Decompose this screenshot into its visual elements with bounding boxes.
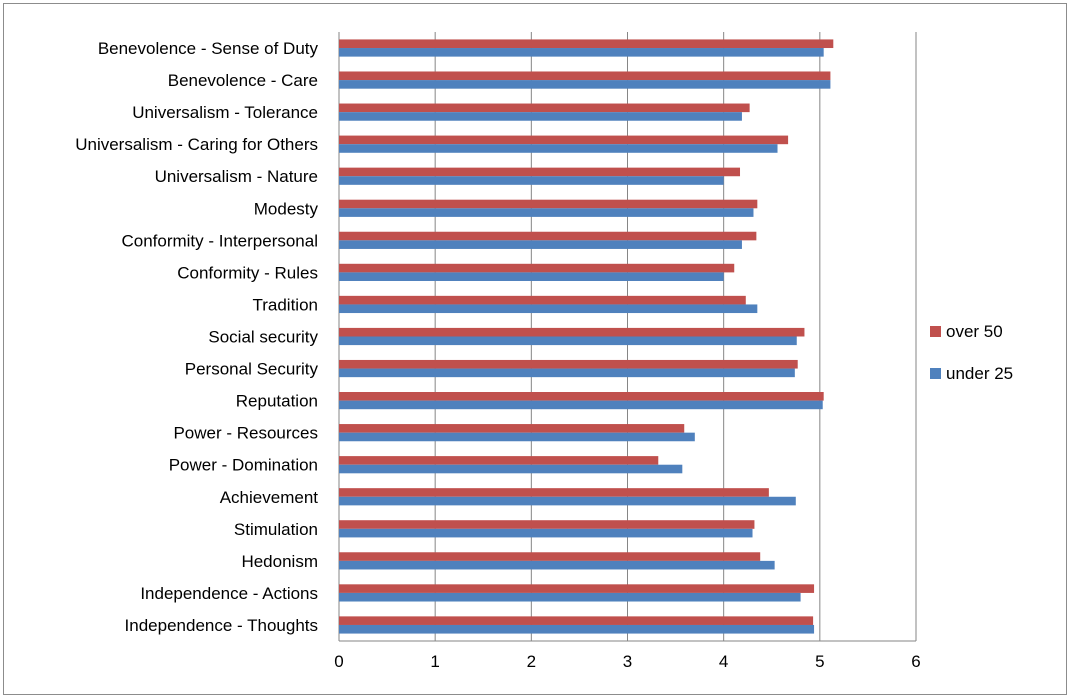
- category-label: Benevolence - Sense of Duty: [98, 39, 319, 58]
- category-label: Power - Domination: [169, 456, 318, 475]
- bar-under-25: [339, 144, 778, 153]
- category-label: Universalism - Caring for Others: [75, 135, 318, 154]
- legend-swatch: [930, 326, 941, 337]
- bar-over-50: [339, 392, 824, 401]
- legend: over 50 under 25: [930, 322, 1013, 383]
- x-axis-tick-labels: 0 1 2 3 4 5 6: [334, 652, 920, 671]
- bar-over-50: [339, 584, 815, 593]
- bar-under-25: [339, 208, 754, 217]
- bar-under-25: [339, 272, 724, 281]
- bar-over-50: [339, 199, 758, 209]
- bar-under-25: [339, 464, 683, 474]
- bar-over-50: [339, 616, 814, 625]
- legend-swatch: [930, 368, 941, 379]
- bar-over-50: [339, 135, 789, 145]
- bar-under-25: [339, 592, 801, 602]
- bar-under-25: [339, 48, 824, 57]
- category-label: Tradition: [252, 295, 318, 314]
- bar-under-25: [339, 368, 795, 378]
- category-label: Hedonism: [241, 552, 318, 571]
- bar-under-25: [339, 432, 695, 442]
- bar-over-50: [339, 552, 761, 561]
- bar-under-25: [339, 240, 742, 249]
- bar-under-25: [339, 112, 742, 121]
- bar-over-50: [339, 456, 659, 465]
- x-tick-label: 5: [815, 652, 824, 671]
- bar-under-25: [339, 80, 831, 89]
- category-label: Universalism - Nature: [155, 167, 318, 186]
- category-label: Power - Resources: [173, 424, 318, 443]
- category-labels: Benevolence - Sense of Duty Benevolence -…: [75, 39, 318, 635]
- bar-over-50: [339, 359, 798, 369]
- bar-over-50: [339, 424, 685, 433]
- bar-over-50: [339, 231, 757, 241]
- bar-under-25: [339, 560, 775, 570]
- x-tick-label: 4: [719, 652, 728, 671]
- category-label: Reputation: [236, 392, 318, 411]
- x-tick-label: 6: [911, 652, 920, 671]
- bar-over-50: [339, 71, 831, 81]
- bar-under-25: [339, 176, 724, 185]
- bar-under-25: [339, 400, 823, 410]
- bar-under-25: [339, 336, 797, 346]
- bar-over-50: [339, 263, 735, 273]
- x-tick-label: 1: [430, 652, 439, 671]
- bars: [339, 39, 834, 634]
- bar-under-25: [339, 304, 758, 314]
- legend-label: under 25: [946, 364, 1013, 383]
- category-label: Achievement: [220, 488, 319, 507]
- x-tick-label: 0: [334, 652, 343, 671]
- category-label: Social security: [208, 328, 318, 347]
- category-label: Universalism - Tolerance: [132, 103, 318, 122]
- category-label: Conformity - Interpersonal: [121, 231, 318, 250]
- bar-over-50: [339, 167, 741, 177]
- bar-under-25: [339, 496, 796, 506]
- category-label: Modesty: [254, 199, 319, 218]
- x-tick-label: 2: [527, 652, 536, 671]
- bar-under-25: [339, 528, 753, 538]
- bar-over-50: [339, 103, 750, 113]
- category-label: Stimulation: [234, 520, 318, 539]
- bar-over-50: [339, 488, 769, 497]
- category-label: Conformity - Rules: [177, 263, 318, 282]
- category-label: Independence - Actions: [140, 584, 318, 603]
- category-label: Benevolence - Care: [168, 71, 318, 90]
- bar-over-50: [339, 39, 834, 49]
- x-tick-label: 3: [623, 652, 632, 671]
- category-label: Personal Security: [185, 360, 319, 379]
- category-label: Independence - Thoughts: [125, 616, 318, 635]
- bar-under-25: [339, 624, 815, 634]
- gridlines: [338, 32, 917, 642]
- legend-label: over 50: [946, 322, 1003, 341]
- bar-over-50: [339, 295, 746, 305]
- bar-over-50: [339, 327, 805, 337]
- bar-over-50: [339, 520, 755, 529]
